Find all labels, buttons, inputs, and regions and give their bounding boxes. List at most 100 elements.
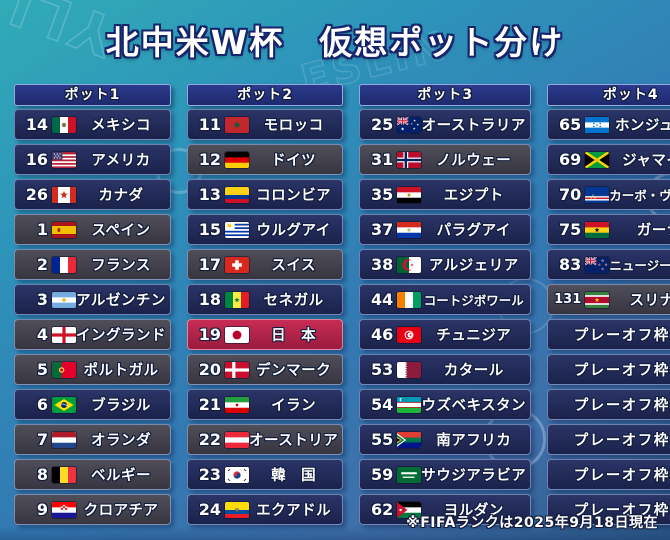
flag-netherlands-icon <box>52 431 76 448</box>
team-name: オーストリア <box>249 433 339 449</box>
flag-ghana-icon <box>585 221 610 238</box>
team-name: 南アフリカ <box>436 433 512 449</box>
team-row: 46 チュニジア <box>359 319 532 350</box>
team-row: 13 コロンビア <box>187 179 344 210</box>
team-row: 75 ガーナ <box>547 214 670 245</box>
page-title: 北中米W杯 仮想ポット分け <box>105 23 565 62</box>
flag-iran-icon <box>225 396 249 413</box>
team-name: ベルギー <box>91 468 151 484</box>
team-row: 7 オランダ <box>14 424 171 455</box>
fifa-rank: 31 <box>371 150 394 169</box>
fifa-rank: 8 <box>36 465 48 484</box>
team-row: 22 オーストリア <box>187 424 344 455</box>
playoff-slot-label: プレーオフ枠 6 <box>573 503 670 519</box>
team-row: 31 ノルウェー <box>359 144 532 175</box>
fifa-rank: 3 <box>36 290 48 309</box>
flag-spain-icon <box>52 221 76 238</box>
flag-south-africa-icon <box>397 431 422 448</box>
fifa-rank: 18 <box>198 290 221 309</box>
team-name: エジプト <box>443 188 504 204</box>
flag-senegal-icon <box>225 291 249 308</box>
flag-france-icon <box>52 256 76 273</box>
team-row: 9 クロアチア <box>14 494 171 525</box>
fifa-rank: 35 <box>371 185 394 204</box>
fifa-rank: 53 <box>371 360 394 379</box>
team-name: 韓 国 <box>271 468 317 484</box>
pot-header-1: ポット1 <box>14 84 171 106</box>
fifa-rank: 24 <box>198 500 221 519</box>
team-name: オーストラリア <box>421 118 526 134</box>
pot-rows: 25 オーストラリア 31 ノルウェー 35 エジプト 37 パラグアイ 38 アルジェリア 44… <box>359 109 532 525</box>
playoff-slot-label: プレーオフ枠 5 <box>573 468 670 484</box>
team-row: 70 カーボ・ヴェルデ <box>547 179 670 210</box>
team-row: 4 イングランド <box>14 319 171 350</box>
team-name: アルジェリア <box>428 258 519 274</box>
team-row: 21 イラン <box>187 389 344 420</box>
playoff-slot-label: プレーオフ枠 4 <box>573 433 670 449</box>
team-row: 38 アルジェリア <box>359 249 532 280</box>
team-name: サウジアラビア <box>421 468 527 484</box>
playoff-row: プレーオフ枠 6 <box>547 494 670 525</box>
playoff-slot-label: プレーオフ枠 3 <box>573 398 670 414</box>
team-row: 5 ポルトガル <box>14 354 171 385</box>
flag-jordan-icon <box>397 501 422 518</box>
team-name: デンマーク <box>256 363 332 379</box>
team-row: 2 フランス <box>14 249 171 280</box>
fifa-rank: 59 <box>371 465 394 484</box>
team-row: 131 スリナム <box>547 284 670 315</box>
flag-croatia-icon <box>52 501 76 518</box>
team-row: 12 ドイツ <box>187 144 344 175</box>
fifa-rank: 20 <box>198 360 221 379</box>
pot-rows: 14 メキシコ 16 アメリカ 26 カナダ 1 スペイン 2 フランス 3 アルゼンチン 4 イングラン… <box>14 109 171 525</box>
team-row: 11 モロッコ <box>187 109 344 140</box>
team-row: 1 スペイン <box>14 214 171 245</box>
fifa-rank: 11 <box>198 115 221 134</box>
team-name: チュニジア <box>436 328 512 344</box>
team-name: エクアドル <box>256 503 332 519</box>
flag-mexico-icon <box>52 116 76 133</box>
team-row: 69 ジャマイカ <box>547 144 670 175</box>
team-row: 55 南アフリカ <box>359 424 532 455</box>
team-row: 15 ウルグアイ <box>187 214 344 245</box>
fifa-rank: 69 <box>559 150 582 169</box>
team-name: ノルウェー <box>436 153 512 169</box>
pot-column-4: ポット4 65 ホンジュラス 69 ジャマイカ 70 カーボ・ヴェルデ 75 ガーナ 83 ニュー… <box>547 84 670 525</box>
pots-grid: ポット1 14 メキシコ 16 アメリカ 26 カナダ 1 スペイン 2 フランス 3 アルゼンチン 4 イ… <box>0 84 670 525</box>
flag-ivory-coast-icon <box>397 291 422 308</box>
flag-qatar-icon <box>397 361 422 378</box>
flag-colombia-icon <box>225 186 249 203</box>
flag-tunisia-icon <box>397 326 422 343</box>
flag-portugal-icon <box>52 361 76 378</box>
team-row: 26 カナダ <box>14 179 171 210</box>
flag-germany-icon <box>225 151 249 168</box>
flag-morocco-icon <box>225 116 249 133</box>
fifa-rank: 46 <box>371 325 394 344</box>
fifa-rank: 55 <box>371 430 394 449</box>
fifa-rank: 15 <box>198 220 221 239</box>
flag-honduras-icon <box>585 116 610 133</box>
fifa-rank: 21 <box>198 395 221 414</box>
team-name: ポルトガル <box>83 363 159 379</box>
team-name: モロッコ <box>263 118 324 134</box>
fifa-rank: 23 <box>198 465 221 484</box>
flag-england-icon <box>52 326 76 343</box>
team-name: ニュージーランド <box>609 258 670 273</box>
flag-south-korea-icon <box>225 466 249 483</box>
team-name: ウルグアイ <box>256 223 331 239</box>
playoff-row: プレーオフ枠 5 <box>547 459 670 490</box>
team-row: 37 パラグアイ <box>359 214 532 245</box>
playoff-row: プレーオフ枠 1 <box>547 319 670 350</box>
team-name: カタール <box>443 363 504 379</box>
fifa-rank: 75 <box>559 220 582 239</box>
fifa-rank: 26 <box>25 185 48 204</box>
footnote: ※FIFAランクは2025年9月18日現在 <box>406 515 658 531</box>
fifa-rank: 19 <box>198 325 221 344</box>
fifa-rank: 44 <box>371 290 394 309</box>
fifa-rank: 54 <box>371 395 394 414</box>
flag-cape-verde-icon <box>585 186 610 203</box>
team-row: 65 ホンジュラス <box>547 109 670 140</box>
team-row: 17 スイス <box>187 249 344 280</box>
team-name: スリナム <box>629 293 670 309</box>
team-row: 24 エクアドル <box>187 494 344 525</box>
